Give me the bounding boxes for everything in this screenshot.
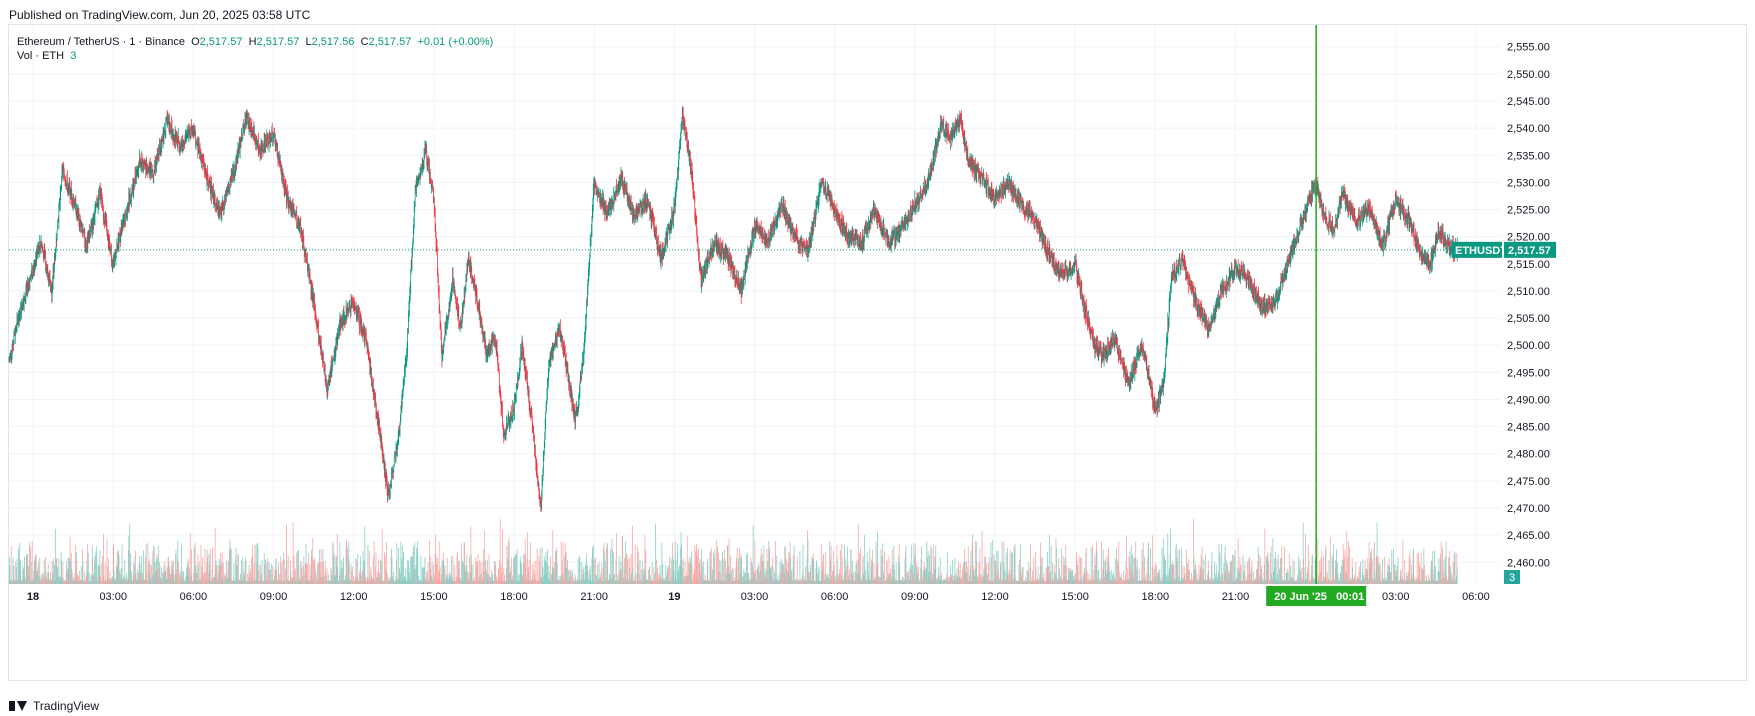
published-caption: Published on TradingView.com, Jun 20, 20… [9, 8, 311, 22]
volume-bars [8, 518, 1458, 584]
grid-lines [9, 25, 1500, 584]
candles [8, 106, 1458, 513]
chart-frame[interactable] [8, 24, 1747, 681]
